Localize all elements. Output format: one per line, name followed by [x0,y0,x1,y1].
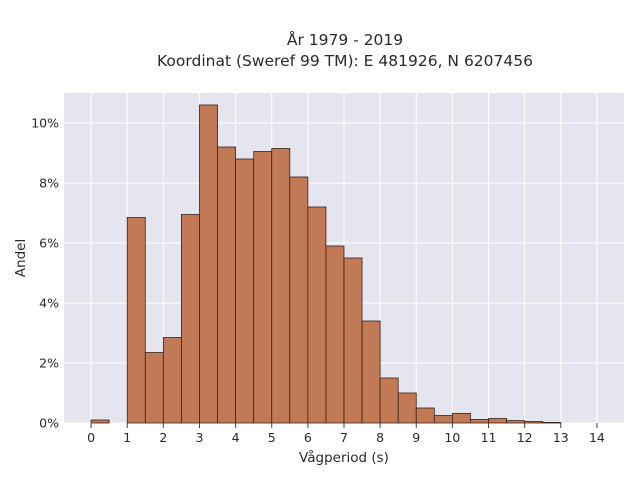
x-axis-label: Vågperiod (s) [299,449,389,466]
histogram-bar [451,412,471,424]
y-tick-label: 0% [39,416,59,431]
histogram-bar [524,421,544,424]
y-axis-ticks: 0% 2% 4% 6% 8% 10% [31,116,59,431]
histogram-bar [343,257,363,424]
histogram-bar [271,148,291,424]
histogram-bar [470,418,489,424]
y-tick-label: 2% [39,356,59,371]
x-tick-label: 5 [268,430,276,445]
histogram-bar [397,392,417,424]
y-tick-label: 4% [39,296,59,311]
histogram-bar [253,151,273,424]
histogram-bar [379,377,399,424]
bars-group [90,104,562,424]
histogram-bar [289,176,309,424]
chart-title-line2: Koordinat (Sweref 99 TM): E 481926, N 62… [157,52,533,70]
x-tick-label: 11 [481,430,497,445]
histogram-bar [162,337,182,424]
y-tick-label: 10% [31,116,59,131]
histogram-bar [506,420,526,424]
x-tick-label: 2 [159,430,167,445]
gridlines [64,93,624,424]
histogram-bar [126,217,146,424]
y-axis-label: Andel [13,239,29,277]
y-tick-label: 8% [39,176,59,191]
histogram-bar [415,407,435,424]
x-tick-label: 7 [340,430,348,445]
histogram-bar [542,421,562,424]
histogram-bar [325,245,345,424]
x-axis-ticks: 0 1 2 3 4 5 6 7 8 9 10 11 12 13 14 [87,423,605,445]
histogram-bar [217,146,237,424]
x-tick-label: 8 [376,430,384,445]
x-tick-label: 0 [87,430,95,445]
histogram-bar [488,418,507,424]
histogram-bar [181,214,200,424]
histogram-bar [433,415,453,424]
x-tick-label: 1 [123,430,131,445]
histogram-bar [307,206,327,424]
x-tick-label: 12 [517,430,533,445]
x-tick-label: 14 [589,430,605,445]
x-tick-label: 4 [232,430,240,445]
x-tick-label: 3 [196,430,204,445]
histogram-bar [199,104,218,424]
x-tick-label: 13 [553,430,569,445]
x-tick-label: 6 [304,430,312,445]
histogram-bar [235,158,255,424]
histogram-bar [144,352,164,424]
histogram-bar [361,320,381,424]
x-tick-label: 9 [412,430,420,445]
x-tick-label: 10 [444,430,460,445]
y-tick-label: 6% [39,236,59,251]
histogram-bar [90,419,110,424]
chart-title-line1: År 1979 - 2019 [287,30,403,49]
